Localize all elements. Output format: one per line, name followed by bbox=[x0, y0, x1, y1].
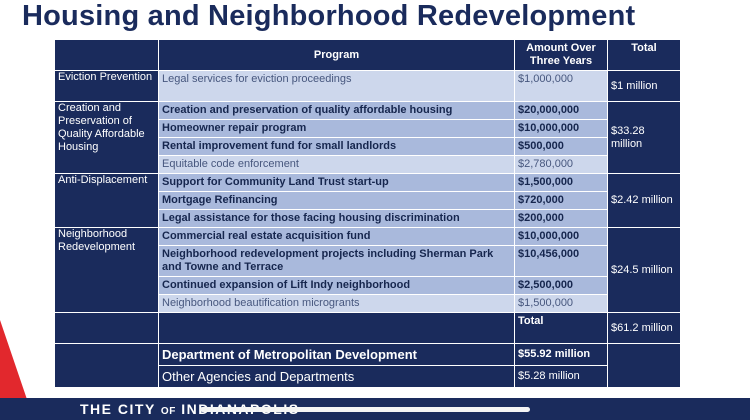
amount-cell: $720,000 bbox=[514, 191, 608, 210]
program-cell: Support for Community Land Trust start-u… bbox=[158, 173, 515, 192]
header-blank-cell bbox=[54, 39, 159, 71]
amount-cell: $20,000,000 bbox=[514, 101, 608, 120]
table-row: Legal assistance for those facing housin… bbox=[55, 209, 681, 228]
table-row: Continued expansion of Lift Indy neighbo… bbox=[55, 276, 681, 295]
program-cell: Legal services for eviction proceedings bbox=[158, 70, 515, 102]
amount-cell: $10,456,000 bbox=[514, 245, 608, 277]
dept-blank-cell bbox=[54, 343, 159, 388]
table-header-row: Program Amount Over Three Years Total bbox=[54, 39, 681, 71]
grand-total: $61.2 million bbox=[607, 312, 681, 344]
table-row: Equitable code enforcement $2,780,000 bbox=[55, 155, 681, 174]
amount-cell: $10,000,000 bbox=[514, 227, 608, 246]
category-affordable-housing: Creation and Preservation of Quality Aff… bbox=[54, 101, 159, 174]
table-row: Neighborhood Redevelopment Commercial re… bbox=[54, 227, 681, 313]
table-row: Eviction Prevention Legal services for e… bbox=[54, 70, 681, 102]
program-cell: Mortgage Refinancing bbox=[158, 191, 515, 210]
amount-cell: $10,000,000 bbox=[514, 119, 608, 138]
page-title: Housing and Neighborhood Redevelopment bbox=[22, 0, 636, 32]
program-cell: Homeowner repair program bbox=[158, 119, 515, 138]
table-row: Homeowner repair program $10,000,000 bbox=[55, 119, 681, 138]
program-cell: Continued expansion of Lift Indy neighbo… bbox=[158, 276, 515, 295]
total-neighborhood-redevelopment: $24.5 million bbox=[607, 227, 681, 313]
other-row: Other Agencies and Departments $5.28 mil… bbox=[55, 365, 681, 388]
amount-cell: $500,000 bbox=[514, 137, 608, 156]
table-row: Anti-Displacement Support for Community … bbox=[54, 173, 681, 228]
header-program: Program bbox=[158, 39, 515, 71]
amount-cell: $200,000 bbox=[514, 209, 608, 228]
total-label: Total bbox=[514, 312, 608, 344]
header-total: Total bbox=[607, 39, 681, 71]
dept-row: Department of Metropolitan Development $… bbox=[54, 343, 681, 388]
category-neighborhood-redevelopment: Neighborhood Redevelopment bbox=[54, 227, 159, 313]
other-agencies-name: Other Agencies and Departments bbox=[158, 365, 515, 388]
amount-cell: $1,500,000 bbox=[514, 294, 608, 313]
amount-cell: $2,500,000 bbox=[514, 276, 608, 295]
dept-name: Department of Metropolitan Development bbox=[158, 343, 515, 366]
program-cell: Rental improvement fund for small landlo… bbox=[158, 137, 515, 156]
program-cell: Equitable code enforcement bbox=[158, 155, 515, 174]
program-cell: Legal assistance for those facing housin… bbox=[158, 209, 515, 228]
wordmark-prefix: THE CITY bbox=[80, 401, 156, 417]
amount-cell: $1,500,000 bbox=[514, 173, 608, 192]
summary-blank-cell bbox=[54, 312, 159, 344]
program-cell: Commercial real estate acquisition fund bbox=[158, 227, 515, 246]
program-cell: Creation and preservation of quality aff… bbox=[158, 101, 515, 120]
total-anti-displacement: $2.42 million bbox=[607, 173, 681, 228]
total-eviction-prevention: $1 million bbox=[607, 70, 681, 102]
summary-blank-program-cell bbox=[158, 312, 515, 344]
summary-total-row: Total $61.2 million bbox=[54, 312, 681, 344]
table-row: Rental improvement fund for small landlo… bbox=[55, 137, 681, 156]
other-agencies-amount: $5.28 million bbox=[514, 365, 608, 388]
program-cell: Neighborhood beautification microgrants bbox=[158, 294, 515, 313]
total-affordable-housing: $33.28 million bbox=[607, 101, 681, 174]
category-eviction-prevention: Eviction Prevention bbox=[54, 70, 159, 102]
program-table: Program Amount Over Three Years Total Ev… bbox=[54, 39, 681, 388]
amount-cell: $1,000,000 bbox=[514, 70, 608, 102]
program-cell: Neighborhood redevelopment projects incl… bbox=[158, 245, 515, 277]
video-scrub-bar[interactable] bbox=[200, 407, 530, 412]
wordmark-of: OF bbox=[160, 406, 176, 417]
table-row: Creation and Preservation of Quality Aff… bbox=[54, 101, 681, 174]
category-anti-displacement: Anti-Displacement bbox=[54, 173, 159, 228]
dept-blank-total-cell bbox=[607, 343, 681, 388]
table-row: Neighborhood redevelopment projects incl… bbox=[55, 245, 681, 277]
amount-cell: $2,780,000 bbox=[514, 155, 608, 174]
dept-amount: $55.92 million bbox=[514, 343, 608, 366]
header-amount: Amount Over Three Years bbox=[514, 39, 608, 71]
